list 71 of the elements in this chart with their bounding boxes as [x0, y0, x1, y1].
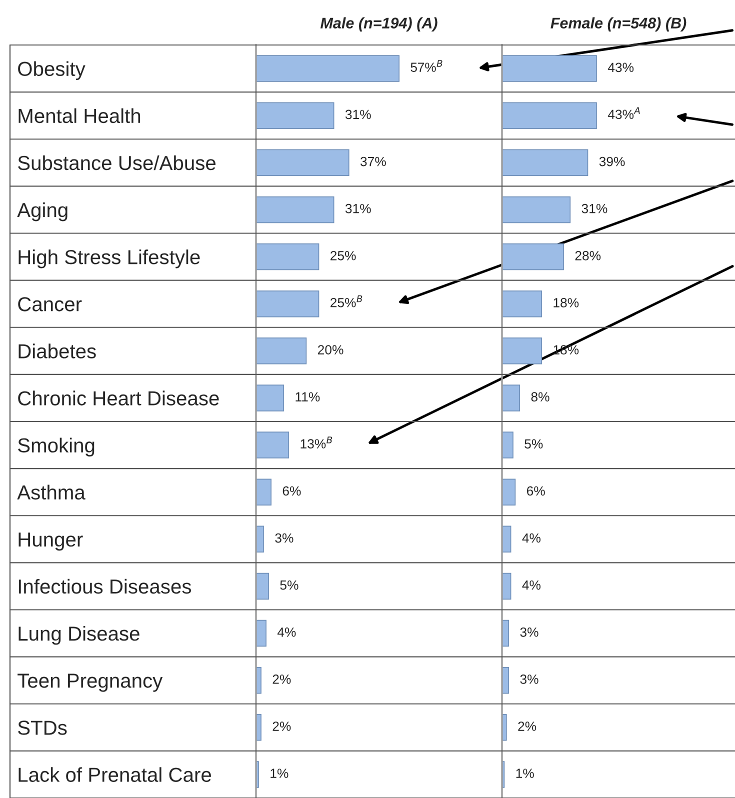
data-label: 4% [277, 628, 296, 637]
bar [502, 290, 542, 318]
data-label: 2% [272, 722, 291, 731]
data-label: 31% [582, 204, 608, 214]
bar [256, 102, 334, 129]
data-label: 6% [282, 486, 301, 496]
bar [502, 102, 597, 129]
chart-title: Female (n=548) (B) [550, 17, 686, 32]
y-tick-label: Cancer [18, 297, 82, 312]
data-label: 39% [599, 156, 625, 166]
bar [502, 432, 514, 458]
data-label: 2% [518, 722, 536, 731]
bar [256, 290, 320, 318]
data-label: 13%$^{B}$ [300, 436, 332, 448]
bar [256, 384, 284, 412]
data-label: 2% [272, 674, 291, 684]
data-label: 57%$^{B}$ [410, 60, 442, 72]
bar [256, 196, 334, 224]
y-tick-label: STDs [18, 720, 67, 735]
y-tick-label: Smoking [18, 438, 94, 457]
bar [502, 384, 520, 412]
bar [256, 55, 400, 82]
bar [256, 478, 272, 506]
data-label: 4% [522, 580, 541, 590]
y-tick-label: Substance Use/Abuse [18, 155, 216, 170]
data-label: 5% [280, 580, 298, 590]
data-label: 25%$^{B}$ [330, 295, 362, 308]
data-label: 43%$^{A}$ [608, 107, 640, 120]
data-label: 11% [296, 392, 320, 402]
data-label: 5% [524, 439, 543, 449]
y-tick-label: Diabetes [18, 344, 96, 358]
bar [256, 243, 320, 270]
data-label: 31% [345, 204, 371, 214]
bar [502, 55, 597, 82]
y-tick-label: Obesity [18, 61, 86, 80]
bar [256, 149, 350, 176]
data-label: 3% [275, 533, 294, 543]
y-tick-label: Asthma [17, 484, 86, 500]
y-tick-label: Chronic Heart Disease [18, 390, 219, 406]
y-tick-label: High Stress Lifestyle [18, 249, 200, 268]
data-label: 6% [526, 486, 545, 496]
data-label: 4% [522, 533, 541, 543]
data-label: 1% [270, 768, 288, 778]
bar [256, 432, 290, 458]
y-tick-label: Mental Health [18, 108, 140, 124]
bar [256, 572, 269, 600]
data-label: 18% [554, 298, 579, 308]
bar [502, 196, 571, 224]
y-tick-label: Teen Pregnancy [18, 674, 163, 692]
bar [256, 338, 307, 364]
data-label: 1% [516, 768, 534, 778]
bar [502, 338, 542, 364]
chart-title: Male (n=194) (A) [320, 17, 438, 32]
bar [256, 620, 266, 647]
bar [502, 149, 588, 176]
data-label: 25% [330, 250, 356, 260]
y-tick-label: Lung Disease [18, 626, 140, 645]
data-label: 3% [520, 627, 538, 637]
bar [502, 243, 564, 270]
y-tick-label: Aging [17, 202, 68, 222]
data-label: 8% [531, 392, 550, 402]
bar [502, 478, 516, 506]
y-tick-label: Lack of Prenatal Care [18, 767, 211, 782]
data-label: 37% [360, 156, 386, 166]
data-label: 20% [318, 345, 344, 354]
data-label: 31% [345, 110, 371, 120]
y-tick-label: Infectious Diseases [18, 578, 192, 594]
data-label: 43% [608, 62, 634, 72]
y-tick-label: Hunger [18, 532, 83, 551]
data-label: 3% [520, 674, 538, 684]
data-label: 28% [575, 250, 601, 260]
